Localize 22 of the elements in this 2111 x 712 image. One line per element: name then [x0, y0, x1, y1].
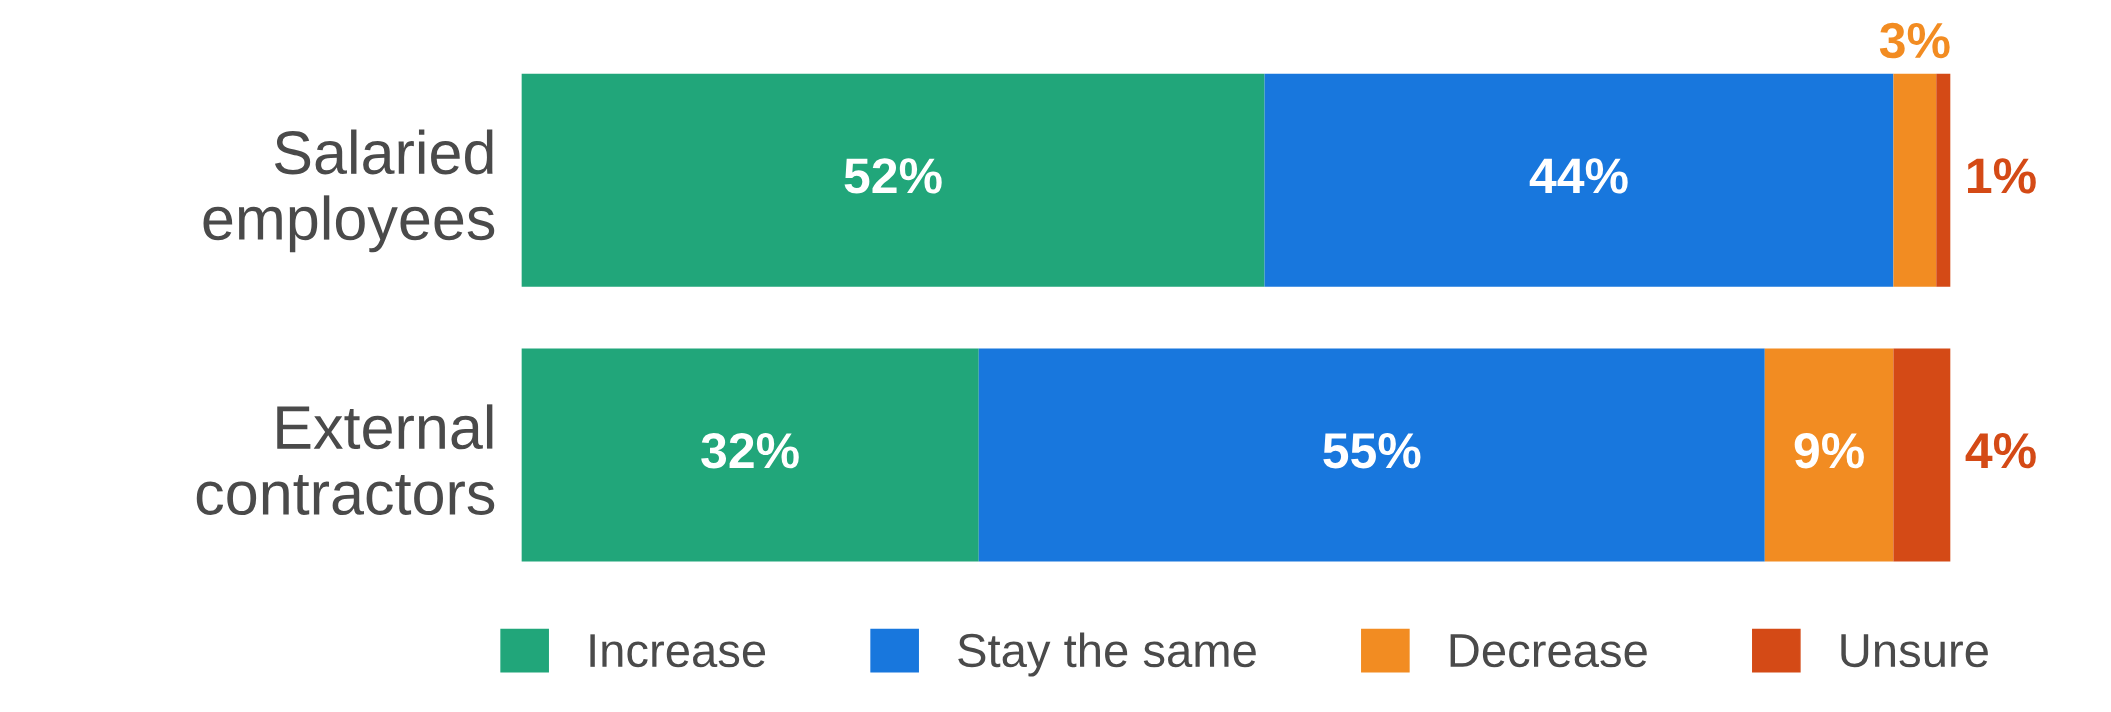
legend-label: Stay the same	[958, 632, 1256, 677]
data-label: 1%	[1968, 158, 2036, 194]
data-label: 32%	[701, 432, 799, 469]
bar	[521, 348, 979, 562]
bar	[1893, 348, 1951, 562]
bar	[1264, 73, 1894, 287]
bar	[1936, 73, 1951, 287]
legend-label: Increase	[590, 634, 766, 668]
y-tick-label: External contractors	[196, 404, 495, 516]
data-label: 4%	[1965, 433, 2036, 469]
data-label: 55%	[1323, 433, 1421, 469]
bar	[521, 73, 1265, 287]
data-label: 9%	[1794, 432, 1864, 469]
bar	[1893, 73, 1937, 287]
data-label: 52%	[844, 158, 942, 194]
bar	[978, 348, 1765, 562]
y-tick-label: Salaried employees	[203, 129, 495, 253]
data-label: 3%	[1879, 22, 1950, 59]
data-label: 44%	[1529, 158, 1628, 194]
legend-label: Decrease	[1450, 634, 1647, 668]
bar	[1764, 348, 1894, 562]
legend-label: Unsure	[1841, 634, 1988, 668]
